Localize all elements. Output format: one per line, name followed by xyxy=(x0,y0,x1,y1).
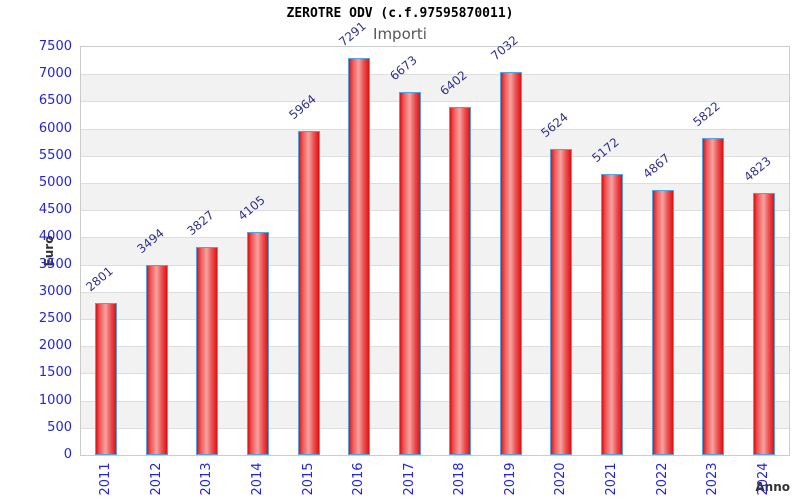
bar xyxy=(499,72,522,455)
y-tick-label: 6500 xyxy=(38,93,72,109)
x-tick-label: 2019 xyxy=(502,462,518,496)
bar xyxy=(95,302,118,455)
bar xyxy=(752,192,775,455)
x-tick-label: 2013 xyxy=(199,462,215,496)
y-tick-label: 4500 xyxy=(38,202,72,218)
x-axis-title: Anno xyxy=(755,480,790,494)
y-tick-label: 6000 xyxy=(38,120,72,136)
gridline xyxy=(81,128,789,130)
gridline xyxy=(81,291,789,293)
y-tick-label: 7500 xyxy=(38,39,72,54)
x-tick-label: 2014 xyxy=(250,462,265,496)
bar xyxy=(702,138,725,455)
y-tick-label: 5000 xyxy=(38,175,72,190)
x-tick-label: 2023 xyxy=(705,462,721,496)
background-band xyxy=(81,183,789,211)
bar xyxy=(297,130,320,455)
gridline xyxy=(81,264,789,266)
background-band xyxy=(81,128,789,156)
y-tick-label: 7000 xyxy=(38,66,72,82)
x-tick-label: 2015 xyxy=(300,462,316,496)
y-tick-label: 2000 xyxy=(38,338,72,354)
y-tick-label: 3500 xyxy=(38,256,72,272)
gridline xyxy=(81,373,789,375)
bar xyxy=(196,246,219,455)
x-tick-label: 2011 xyxy=(98,462,114,496)
chart-subtitle: Importi xyxy=(373,25,427,43)
y-tick-label: 3000 xyxy=(38,283,72,299)
bar xyxy=(398,91,421,455)
background-band xyxy=(81,291,789,319)
y-tick-label: 500 xyxy=(47,419,72,435)
bar xyxy=(348,58,371,455)
y-tick-label: 2500 xyxy=(38,311,72,326)
bar xyxy=(145,264,168,455)
bar xyxy=(550,149,573,455)
background-band xyxy=(81,74,789,102)
gridline xyxy=(81,427,789,429)
gridline xyxy=(81,183,789,184)
background-band xyxy=(81,427,789,455)
gridline xyxy=(81,155,789,157)
bar xyxy=(651,190,674,455)
x-tick-label: 2020 xyxy=(553,462,569,496)
background-band xyxy=(81,155,789,183)
x-tick-label: 2016 xyxy=(351,462,367,496)
x-tick-label: 2012 xyxy=(148,462,164,496)
background-band xyxy=(81,373,789,401)
y-tick-label: 0 xyxy=(63,447,72,462)
x-tick-label: 2022 xyxy=(654,462,670,496)
gridline xyxy=(81,346,789,348)
background-band xyxy=(81,237,789,265)
gridline xyxy=(81,237,789,239)
background-band xyxy=(81,47,789,75)
y-tick-label: 4000 xyxy=(38,229,72,245)
x-tick-label: 2017 xyxy=(401,462,417,496)
x-tick-label: 2018 xyxy=(452,462,468,496)
bar xyxy=(449,106,472,455)
y-tick-label: 5500 xyxy=(38,147,72,163)
background-band xyxy=(81,400,789,428)
gridline xyxy=(81,319,789,320)
background-band xyxy=(81,319,789,347)
gridline xyxy=(81,101,789,103)
x-tick-label: 2024 xyxy=(755,462,771,496)
plot-area: 2801 3494 3827 4105 5964 7291 6673 6402 7032 5624… xyxy=(80,19,790,456)
x-tick-label: 2021 xyxy=(604,462,619,496)
gridline xyxy=(81,400,789,402)
gridline xyxy=(81,210,789,212)
background-band xyxy=(81,264,789,292)
background-band xyxy=(81,101,789,129)
y-tick-label: 1000 xyxy=(38,392,72,408)
chart-title: ZEROTRE ODV (c.f.97595870011) xyxy=(286,6,514,21)
bar xyxy=(247,231,269,455)
y-tick-label: 1500 xyxy=(38,365,72,381)
background-band xyxy=(81,346,789,374)
gridline xyxy=(81,74,789,76)
bar xyxy=(601,173,623,455)
